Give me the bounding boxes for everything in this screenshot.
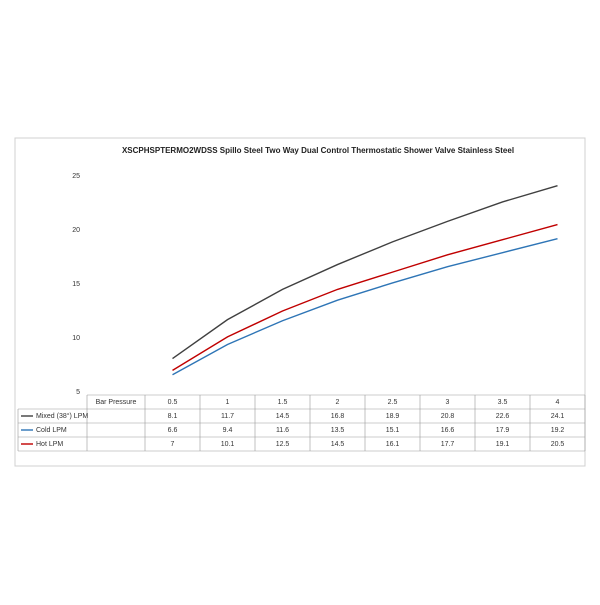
series-line bbox=[172, 237, 558, 376]
table-value: 16.8 bbox=[331, 413, 345, 420]
table-value: 20.8 bbox=[441, 413, 455, 420]
chart-frame bbox=[14, 137, 586, 467]
legend-label: Mixed (38°) LPM bbox=[36, 412, 88, 420]
table-value: 15.1 bbox=[386, 427, 400, 434]
y-tick-label: 10 bbox=[72, 335, 80, 342]
x-tick-label: 3.5 bbox=[498, 399, 508, 406]
x-tick-label: 0.5 bbox=[168, 399, 178, 406]
table-value: 11.7 bbox=[221, 413, 234, 420]
table-value: 16.6 bbox=[441, 427, 455, 434]
table-value: 17.9 bbox=[496, 427, 510, 434]
table-value: 19.2 bbox=[551, 427, 565, 434]
table-value: 24.1 bbox=[551, 413, 565, 420]
table-header: Bar Pressure bbox=[96, 399, 137, 406]
table-value: 19.1 bbox=[496, 441, 510, 448]
x-tick-label: 1 bbox=[226, 399, 230, 406]
x-tick-label: 2.5 bbox=[388, 399, 398, 406]
table-value: 14.5 bbox=[331, 441, 345, 448]
series-line bbox=[172, 185, 558, 360]
y-tick-label: 20 bbox=[72, 227, 80, 234]
table-value: 16.1 bbox=[386, 441, 400, 448]
y-tick-label: 5 bbox=[76, 389, 80, 396]
table-value: 9.4 bbox=[223, 427, 233, 434]
table-value: 18.9 bbox=[386, 413, 400, 420]
table-value: 11.6 bbox=[276, 427, 289, 434]
legend-label: Cold LPM bbox=[36, 427, 67, 434]
x-tick-label: 2 bbox=[336, 399, 340, 406]
table-value: 6.6 bbox=[168, 427, 178, 434]
table-value: 7 bbox=[171, 441, 175, 448]
table-value: 20.5 bbox=[551, 441, 565, 448]
series-line bbox=[172, 223, 558, 371]
x-tick-label: 3 bbox=[446, 399, 450, 406]
table-value: 13.5 bbox=[331, 427, 345, 434]
y-tick-label: 25 bbox=[72, 173, 80, 180]
table-value: 10.1 bbox=[221, 441, 235, 448]
table-value: 12.5 bbox=[276, 441, 290, 448]
x-tick-label: 4 bbox=[556, 399, 560, 406]
chart-title: XSCPHSPTERMO2WDSS Spillo Steel Two Way D… bbox=[122, 146, 514, 155]
y-tick-label: 15 bbox=[72, 281, 80, 288]
table-value: 22.6 bbox=[496, 413, 510, 420]
table-value: 14.5 bbox=[276, 413, 290, 420]
table-value: 8.1 bbox=[168, 413, 178, 420]
table-value: 17.7 bbox=[441, 441, 455, 448]
legend-label: Hot LPM bbox=[36, 441, 63, 448]
x-tick-label: 1.5 bbox=[278, 399, 288, 406]
